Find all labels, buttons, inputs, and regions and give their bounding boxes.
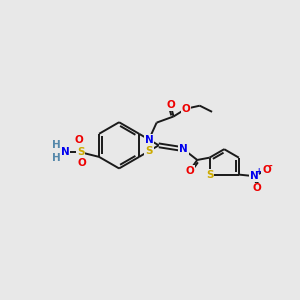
Text: S: S [206, 169, 213, 180]
Text: H: H [52, 153, 60, 164]
Text: -: - [268, 162, 272, 171]
Text: O: O [185, 166, 194, 176]
Text: S: S [77, 147, 84, 157]
Text: +: + [255, 167, 261, 176]
Text: N: N [179, 144, 188, 154]
Text: N: N [61, 147, 70, 157]
Text: O: O [78, 158, 86, 168]
Text: O: O [166, 100, 175, 110]
Text: N: N [250, 171, 259, 181]
Text: H: H [52, 140, 60, 150]
Text: S: S [145, 146, 153, 156]
Text: O: O [75, 135, 83, 145]
Text: O: O [182, 104, 190, 114]
Text: O: O [262, 165, 271, 175]
Text: O: O [253, 184, 262, 194]
Text: N: N [145, 135, 153, 145]
